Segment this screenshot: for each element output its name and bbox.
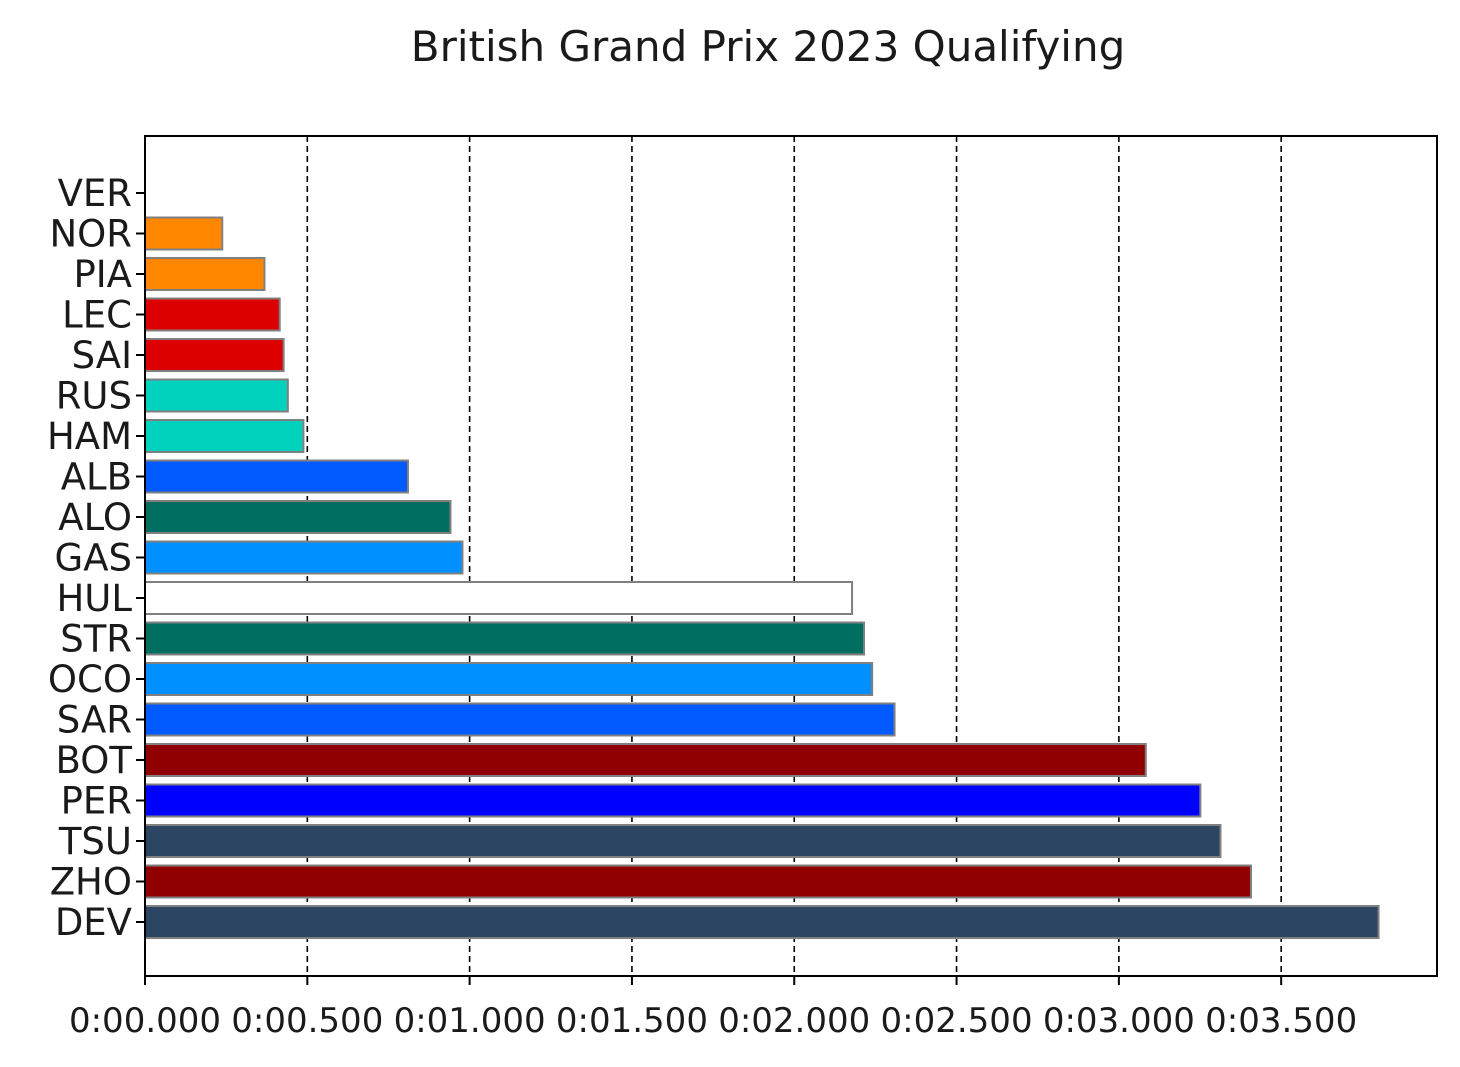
- bar-lec: [144, 297, 281, 332]
- bar-sar: [144, 702, 896, 737]
- y-tick-label: PIA: [73, 253, 132, 296]
- bar-gas: [144, 540, 464, 575]
- y-tick-label: ZHO: [50, 861, 132, 904]
- x-tick-label: 0:02.500: [881, 1001, 1033, 1041]
- x-tick-label: 0:03.500: [1205, 1001, 1357, 1041]
- y-tick-label: ALB: [61, 456, 132, 499]
- y-axis: VERNORPIALECSAIRUSHAMALBALOGASHULSTROCOS…: [47, 172, 145, 944]
- x-tick-label: 0:02.000: [718, 1001, 870, 1041]
- x-tick-label: 0:03.000: [1043, 1001, 1195, 1041]
- y-tick-label: HAM: [47, 415, 132, 458]
- y-tick-label: PER: [61, 780, 132, 823]
- y-tick-label: GAS: [55, 537, 132, 580]
- bar-sai: [144, 338, 285, 372]
- bar-rus: [144, 378, 289, 413]
- bar-alo: [144, 500, 452, 534]
- bar-oco: [144, 662, 874, 696]
- y-tick-label: SAI: [72, 334, 132, 377]
- x-tick-label: 0:01.000: [394, 1001, 546, 1041]
- bar-str: [144, 621, 866, 656]
- y-tick-label: RUS: [56, 375, 132, 418]
- y-tick-label: HUL: [56, 577, 132, 620]
- y-tick-label: NOR: [49, 213, 132, 256]
- y-tick-label: OCO: [48, 658, 132, 701]
- x-tick-label: 0:01.500: [556, 1001, 708, 1041]
- y-tick-label: DEV: [55, 901, 132, 944]
- plot-frame: [144, 135, 1438, 977]
- y-tick-label: ALO: [58, 496, 132, 539]
- x-tick-label: 0:00.500: [231, 1001, 383, 1041]
- bar-ham: [144, 419, 305, 453]
- y-tick-label: SAR: [57, 699, 132, 742]
- bar-hul: [144, 581, 854, 615]
- y-tick-label: BOT: [56, 739, 133, 782]
- x-tick-label: 0:00.000: [69, 1001, 221, 1041]
- bar-alb: [144, 459, 409, 494]
- y-tick-label: LEC: [62, 294, 132, 337]
- bar-per: [144, 783, 1202, 818]
- y-tick-label: VER: [58, 172, 132, 215]
- bar-dev: [144, 905, 1380, 939]
- bars: [144, 216, 1380, 939]
- y-tick-label: STR: [60, 618, 132, 661]
- bar-bot: [144, 743, 1147, 777]
- bar-tsu: [144, 824, 1222, 858]
- y-tick-label: TSU: [58, 820, 132, 863]
- bar-nor: [144, 216, 224, 251]
- bar-pia: [144, 257, 266, 291]
- bar-zho: [144, 864, 1252, 899]
- x-axis: 0:00.000 0:00.500 0:01.000 0:01.500 0:02.000…: [69, 976, 1357, 1041]
- chart-title: British Grand Prix 2023 Qualifying: [410, 22, 1126, 71]
